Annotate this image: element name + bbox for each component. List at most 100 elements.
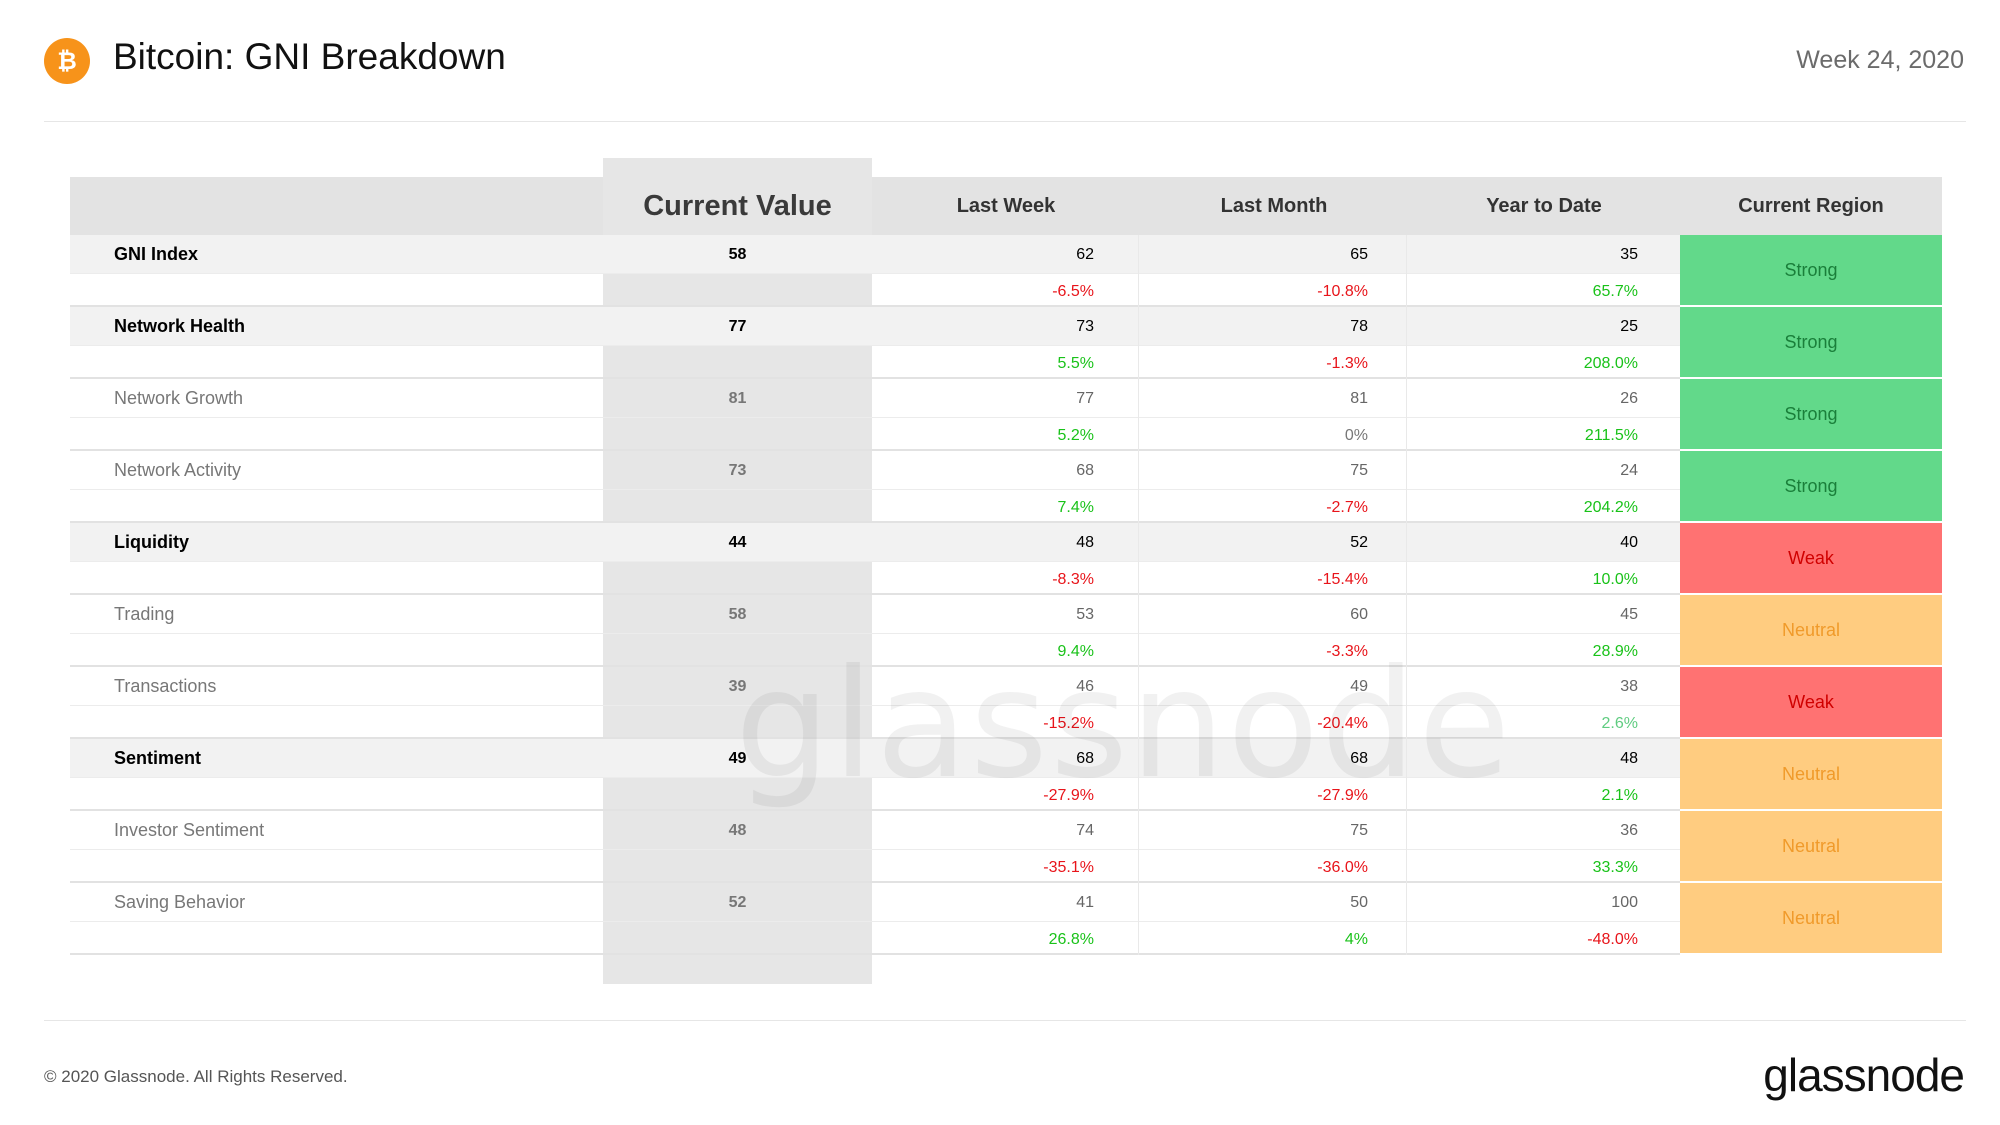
last-week-change: -6.5% <box>1052 283 1094 300</box>
last-month-value: 81 <box>1350 390 1368 407</box>
metric-name: GNI Index <box>114 244 199 264</box>
week-label: Week 24, 2020 <box>1796 46 1964 74</box>
header-current-region: Current Region <box>1738 194 1884 217</box>
last-month-value: 65 <box>1350 246 1368 263</box>
ytd-value: 38 <box>1620 678 1638 695</box>
last-week-value: 68 <box>1076 750 1094 767</box>
last-month-value: 50 <box>1350 894 1368 911</box>
column-divider <box>1406 667 1407 739</box>
current-value: 49 <box>728 750 747 767</box>
copyright-text: © 2020 Glassnode. All Rights Reserved. <box>44 1067 348 1086</box>
region-badge: Strong <box>1680 307 1942 379</box>
header-current-value: Current Value <box>643 189 832 222</box>
last-month-value: 49 <box>1350 678 1368 695</box>
ytd-change: 28.9% <box>1592 643 1638 660</box>
current-value: 58 <box>728 246 747 263</box>
column-divider <box>1138 235 1139 307</box>
ytd-change: -48.0% <box>1587 931 1638 948</box>
top-divider <box>44 121 1966 122</box>
last-week-value: 77 <box>1076 390 1094 407</box>
last-week-value: 48 <box>1076 534 1094 551</box>
last-month-change: -27.9% <box>1317 787 1368 804</box>
gni-table: Current Value Last Week Last Month Year … <box>70 158 1942 984</box>
current-value: 81 <box>728 390 747 407</box>
row-strip <box>70 307 1680 345</box>
region-badge: Strong <box>1680 235 1942 307</box>
ytd-change: 65.7% <box>1592 283 1638 300</box>
region-badge: Weak <box>1680 523 1942 595</box>
row-divider <box>70 849 1680 850</box>
row-divider <box>70 921 1680 922</box>
last-month-value: 75 <box>1350 822 1368 839</box>
column-divider <box>1406 883 1407 955</box>
bitcoin-symbol: ₿ <box>57 48 77 75</box>
last-month-change: -2.7% <box>1326 499 1368 516</box>
row-divider <box>70 633 1680 634</box>
metric-name: Network Health <box>114 316 246 336</box>
last-week-value: 68 <box>1076 462 1094 479</box>
svg-text:₿: ₿ <box>57 48 77 75</box>
column-divider <box>1406 307 1407 379</box>
last-month-value: 75 <box>1350 462 1368 479</box>
current-value: 44 <box>728 534 747 551</box>
column-divider <box>1138 811 1139 883</box>
ytd-value: 45 <box>1620 606 1638 623</box>
current-value: 77 <box>728 318 747 335</box>
region-badge: Strong <box>1680 379 1942 451</box>
ytd-value: 100 <box>1611 894 1638 911</box>
ytd-change: 2.6% <box>1601 715 1638 732</box>
last-month-change: -3.3% <box>1326 643 1368 660</box>
header: ₿ Bitcoin: GNI Breakdown Week 24, 2020 <box>0 0 2000 122</box>
ytd-value: 24 <box>1620 462 1638 479</box>
last-month-change: -1.3% <box>1326 355 1368 372</box>
table-row: Network Activity 73 68 7.4% 75 -2.7% 24 204.2% S… <box>70 451 1942 523</box>
column-divider <box>1406 523 1407 595</box>
last-week-change: 5.5% <box>1057 355 1094 372</box>
ytd-value: 26 <box>1620 390 1638 407</box>
bitcoin-icon: ₿ <box>44 38 90 84</box>
metric-name: Trading <box>114 604 175 624</box>
column-divider <box>1406 235 1407 307</box>
current-value-column-highlight <box>603 158 872 984</box>
current-value: 73 <box>728 462 747 479</box>
row-divider <box>70 273 1680 274</box>
column-divider <box>1138 451 1139 523</box>
table-row: Investor Sentiment 48 74 -35.1% 75 -36.0% 36 33… <box>70 811 1942 883</box>
column-divider <box>1406 379 1407 451</box>
current-value: 58 <box>728 606 747 623</box>
ytd-change: 208.0% <box>1583 355 1638 372</box>
last-month-change: -36.0% <box>1317 859 1368 876</box>
column-divider <box>1406 451 1407 523</box>
current-value: 48 <box>728 822 747 839</box>
last-month-value: 60 <box>1350 606 1368 623</box>
last-month-value: 68 <box>1350 750 1368 767</box>
row-divider <box>70 777 1680 778</box>
last-week-change: 5.2% <box>1057 427 1094 444</box>
ytd-change: 204.2% <box>1583 499 1638 516</box>
ytd-value: 35 <box>1620 246 1638 263</box>
last-month-change: -20.4% <box>1317 715 1368 732</box>
column-divider <box>1138 523 1139 595</box>
ytd-change: 33.3% <box>1592 859 1638 876</box>
last-month-change: -10.8% <box>1317 283 1368 300</box>
ytd-change: 10.0% <box>1592 571 1638 588</box>
table-row: Network Health 77 73 5.5% 78 -1.3% 25 208.0% Str… <box>70 307 1942 379</box>
column-divider <box>1138 379 1139 451</box>
last-week-value: 41 <box>1076 894 1094 911</box>
last-week-value: 74 <box>1076 822 1094 839</box>
last-month-value: 52 <box>1350 534 1368 551</box>
last-month-change: 0% <box>1344 427 1368 444</box>
column-divider <box>1138 883 1139 955</box>
column-divider <box>1138 667 1139 739</box>
bottom-divider <box>44 1020 1966 1021</box>
table-row: Saving Behavior 52 41 26.8% 50 4% 100 -48.0% Neu… <box>70 883 1942 955</box>
table-row: Liquidity 44 48 -8.3% 52 -15.4% 40 10.0% Weak <box>70 523 1942 595</box>
ytd-change: 2.1% <box>1601 787 1638 804</box>
header-last-week: Last Week <box>956 194 1056 217</box>
ytd-value: 36 <box>1620 822 1638 839</box>
header-last-month: Last Month <box>1220 194 1328 217</box>
row-divider <box>70 417 1680 418</box>
table-row: Trading 58 53 9.4% 60 -3.3% 45 28.9% Neutral <box>70 595 1942 667</box>
last-week-change: -8.3% <box>1052 571 1094 588</box>
last-week-change: -27.9% <box>1043 787 1094 804</box>
